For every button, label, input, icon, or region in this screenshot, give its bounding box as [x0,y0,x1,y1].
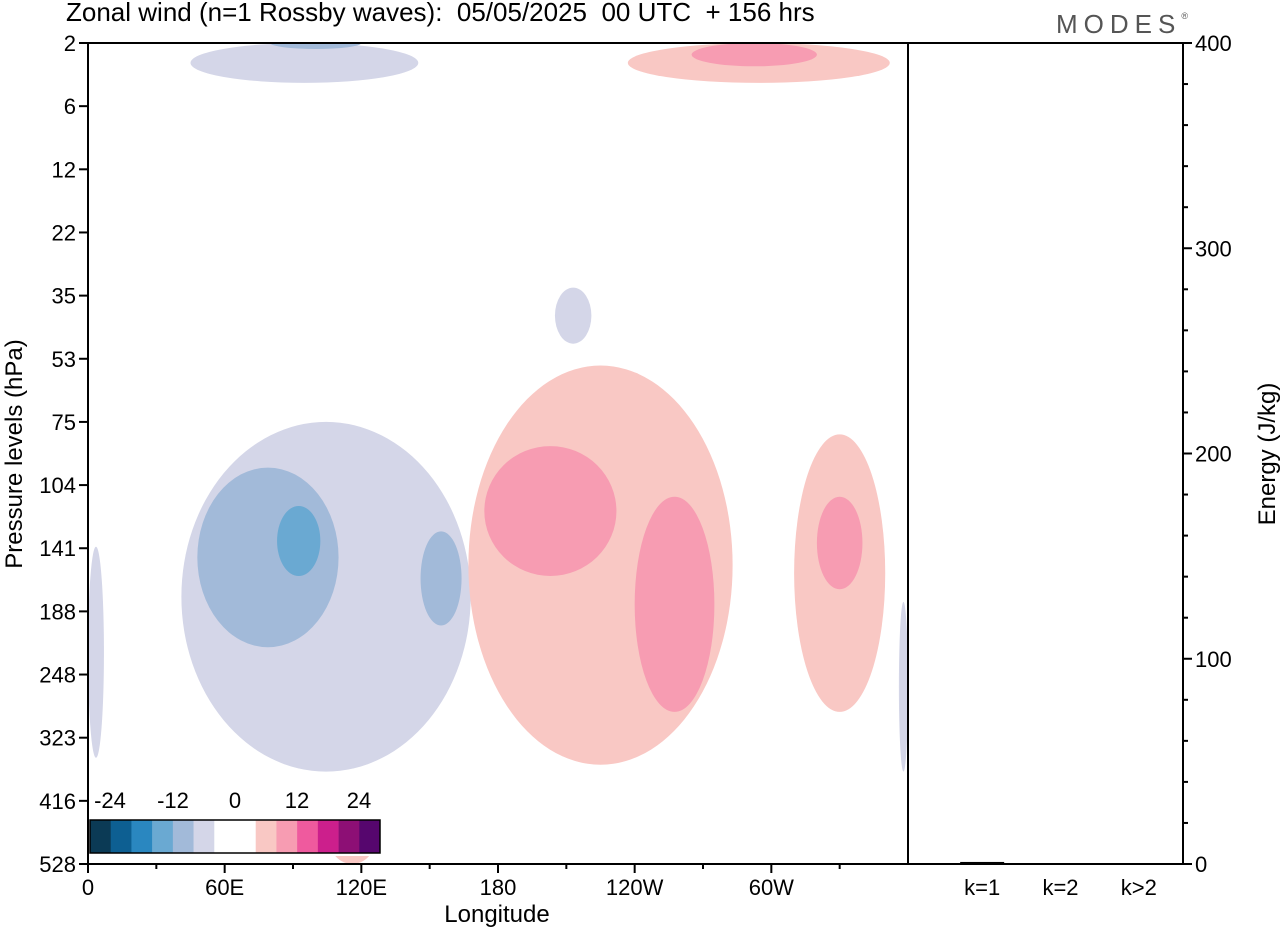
colorbar-swatch [317,820,339,853]
contour-positive-11 [691,43,817,67]
colorbar-tick-label: -12 [157,788,189,813]
energy-category-label: k=1 [964,875,1000,900]
contour-negative-8 [420,531,462,626]
colorbar-swatch [276,820,298,853]
colorbar-tick-label: 0 [229,788,241,813]
energy-tick-label: 100 [1195,647,1232,672]
contour-negative-2 [270,43,362,49]
x-tick-label: 120E [336,875,387,900]
x-tick-label: 60E [205,875,244,900]
energy-category-label: k>2 [1121,875,1157,900]
y-tick-label: 53 [52,347,76,372]
colorbar-swatch [90,820,112,853]
x-axis-title: Longitude [444,901,549,928]
colorbar-swatch [131,820,153,853]
contour-positive-14 [634,496,715,712]
energy-tick-label: 200 [1195,442,1232,467]
x-tick-label: 120W [606,875,664,900]
energy-bar-3 [1116,864,1161,865]
y-tick-label: 141 [39,536,76,561]
colorbar-frame [89,819,381,854]
y-tick-label: 323 [39,726,76,751]
colorbar-swatch [235,820,257,853]
colorbar-swatch [214,820,236,853]
colorbar-swatch [152,820,174,853]
colorbar-swatch [297,820,319,853]
colorbar-swatch [255,820,277,853]
y-tick-label: 416 [39,789,76,814]
y-tick-label: 75 [52,410,76,435]
colorbar-tick-label: -24 [94,788,126,813]
energy-bar-2 [1038,864,1083,865]
energy-axis-title: Energy (J/kg) [1254,383,1280,526]
colorbar-swatch [193,820,215,853]
y-tick-label: 188 [39,599,76,624]
colorbar-tick-label: 12 [285,788,309,813]
x-tick-label: 60W [749,875,794,900]
energy-tick-label: 300 [1195,236,1232,261]
y-tick-label: 6 [64,94,76,119]
colorbar-swatch [172,820,194,853]
brand-registered-mark: ® [1181,11,1188,21]
y-axis-title: Pressure levels (hPa) [1,339,28,568]
energy-tick-label: 0 [1195,852,1207,877]
contour-field [88,43,908,864]
energy-tick-label: 400 [1195,31,1232,56]
y-tick-label: 35 [52,284,76,309]
colorbar-tick-label: 24 [347,788,371,813]
y-tick-label: 248 [39,663,76,688]
contour-negative-1 [190,43,419,83]
x-tick-label: 180 [480,875,517,900]
x-tick-label: 0 [82,875,94,900]
energy-category-label: k=2 [1042,875,1078,900]
brand-text: MODES [1056,9,1182,39]
contour-negative-7 [277,505,321,576]
y-tick-label: 12 [52,157,76,182]
energy-bar-1 [960,861,1005,864]
y-tick-label: 528 [39,852,76,877]
axes-layer: 2 6 12 22 35 53 75 104 141 188 248 323 416 528 Pressur… [1,31,1280,928]
y-tick-label: 22 [52,220,76,245]
energy-bars: k=1 k=2 k>2 [960,861,1161,900]
colorbar: -24 -12 0 12 24 [88,786,382,856]
contour-negative-4 [88,546,104,758]
brand-logo: MODES® [1056,9,1188,40]
y-tick-label: 2 [64,31,76,56]
colorbar-swatch [110,820,132,853]
y-tick-label: 104 [39,473,76,498]
contour-negative-9 [898,601,908,772]
colorbar-swatch [359,820,381,853]
contour-negative-3 [554,287,592,344]
colorbar-swatch [338,820,360,853]
energy-panel-frame [907,42,1184,865]
contour-positive-16 [816,496,863,590]
contour-positive-13 [484,446,617,576]
chart-title: Zonal wind (n=1 Rossby waves): 05/05/202… [66,0,815,27]
